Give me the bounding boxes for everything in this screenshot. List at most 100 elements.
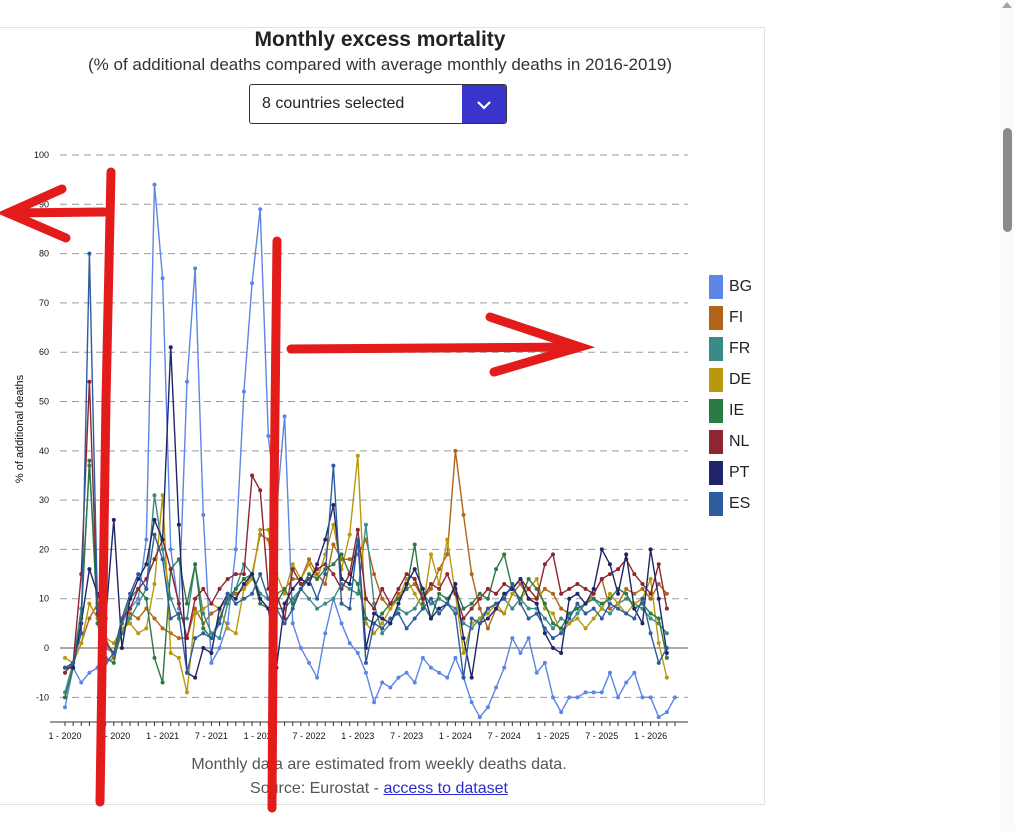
- data-point-fi: [380, 596, 385, 601]
- data-point-bg: [640, 695, 645, 700]
- data-point-pt: [583, 601, 588, 606]
- data-point-nl: [176, 601, 181, 606]
- data-point-de: [258, 527, 263, 532]
- data-point-pt: [640, 621, 645, 626]
- page-scrollbar[interactable]: [1000, 0, 1015, 831]
- data-point-fi: [453, 448, 458, 453]
- data-point-pt: [388, 621, 393, 626]
- legend-swatch: [709, 492, 723, 516]
- data-point-es: [201, 631, 206, 636]
- y-tick-label: 50: [39, 397, 49, 407]
- data-point-fi: [648, 596, 653, 601]
- data-point-pt: [396, 601, 401, 606]
- legend-swatch: [709, 461, 723, 485]
- data-point-nl: [542, 562, 547, 567]
- data-point-fi: [136, 616, 141, 621]
- data-point-ie: [477, 591, 482, 596]
- dropdown-toggle-button[interactable]: [462, 85, 506, 123]
- data-point-fr: [363, 522, 368, 527]
- data-point-de: [591, 616, 596, 621]
- x-tick-label: 1 - 2025: [536, 731, 569, 741]
- x-tick-label: 1 - 2021: [146, 731, 179, 741]
- data-point-bg: [518, 650, 523, 655]
- data-point-nl: [193, 596, 198, 601]
- data-point-ie: [331, 562, 336, 567]
- data-point-de: [551, 611, 555, 616]
- data-point-nl: [420, 596, 425, 601]
- data-point-pt: [282, 601, 287, 606]
- data-point-nl: [437, 586, 442, 591]
- data-point-es: [616, 606, 621, 611]
- data-point-nl: [388, 601, 393, 606]
- data-point-fr: [412, 606, 417, 611]
- data-point-bg: [144, 537, 149, 542]
- data-point-pt: [616, 591, 621, 596]
- data-point-nl: [583, 586, 588, 591]
- legend-label: PT: [729, 464, 750, 481]
- data-point-es: [79, 631, 84, 636]
- data-point-fi: [632, 591, 637, 596]
- data-point-bg: [420, 655, 425, 660]
- data-point-de: [225, 626, 230, 631]
- data-point-bg: [599, 690, 604, 695]
- legend-swatch: [709, 275, 723, 299]
- series-line-pt: [65, 347, 668, 679]
- data-point-nl: [559, 591, 564, 596]
- data-point-bg: [323, 631, 328, 636]
- data-point-nl: [290, 567, 295, 572]
- data-point-de: [152, 581, 157, 586]
- data-point-es: [315, 596, 320, 601]
- data-point-fr: [347, 586, 352, 591]
- y-tick-label: 10: [39, 594, 49, 604]
- y-tick-label: 30: [39, 495, 49, 505]
- data-point-pt: [209, 650, 214, 655]
- data-point-fr: [461, 621, 466, 626]
- data-point-de: [502, 611, 507, 616]
- data-point-bg: [258, 207, 263, 212]
- data-point-nl: [63, 670, 67, 675]
- scroll-up-arrow-icon[interactable]: [1002, 2, 1012, 8]
- y-tick-label: -10: [36, 692, 49, 702]
- data-point-de: [193, 611, 198, 616]
- data-point-ie: [559, 626, 564, 631]
- data-point-pt: [502, 591, 507, 596]
- x-tick-label: 1 - 2022: [244, 731, 277, 741]
- data-point-bg: [266, 434, 271, 439]
- data-point-bg: [274, 507, 279, 512]
- data-point-nl: [103, 641, 108, 646]
- data-point-bg: [583, 690, 588, 695]
- data-point-ie: [485, 596, 490, 601]
- data-point-pt: [176, 522, 181, 527]
- data-point-fi: [331, 542, 336, 547]
- data-point-fi: [640, 586, 645, 591]
- data-point-pt: [168, 345, 173, 350]
- dataset-link[interactable]: access to dataset: [383, 780, 508, 797]
- data-point-bg: [95, 665, 100, 670]
- data-point-es: [298, 586, 303, 591]
- data-point-bg: [307, 660, 311, 665]
- data-point-fi: [323, 581, 328, 586]
- data-point-pt: [559, 650, 564, 655]
- data-point-pt: [485, 616, 490, 621]
- data-point-pt: [152, 517, 157, 522]
- x-tick-label: 7 - 2021: [195, 731, 228, 741]
- data-point-nl: [412, 577, 417, 582]
- data-point-es: [266, 596, 271, 601]
- country-select-dropdown[interactable]: 8 countries selected: [249, 84, 507, 124]
- legend-label: DE: [729, 371, 752, 388]
- data-point-pt: [201, 646, 206, 651]
- data-point-ie: [551, 621, 555, 626]
- scrollbar-thumb[interactable]: [1003, 128, 1012, 232]
- data-point-ie: [599, 601, 604, 606]
- data-point-bg: [290, 621, 295, 626]
- data-point-nl: [575, 581, 580, 586]
- data-point-pt: [624, 552, 629, 557]
- data-point-ie: [258, 601, 263, 606]
- data-point-fr: [168, 596, 173, 601]
- data-point-de: [307, 562, 311, 567]
- data-point-fi: [542, 586, 547, 591]
- data-point-fr: [551, 626, 555, 631]
- data-point-nl: [241, 572, 246, 577]
- data-point-pt: [315, 562, 320, 567]
- data-point-nl: [298, 581, 303, 586]
